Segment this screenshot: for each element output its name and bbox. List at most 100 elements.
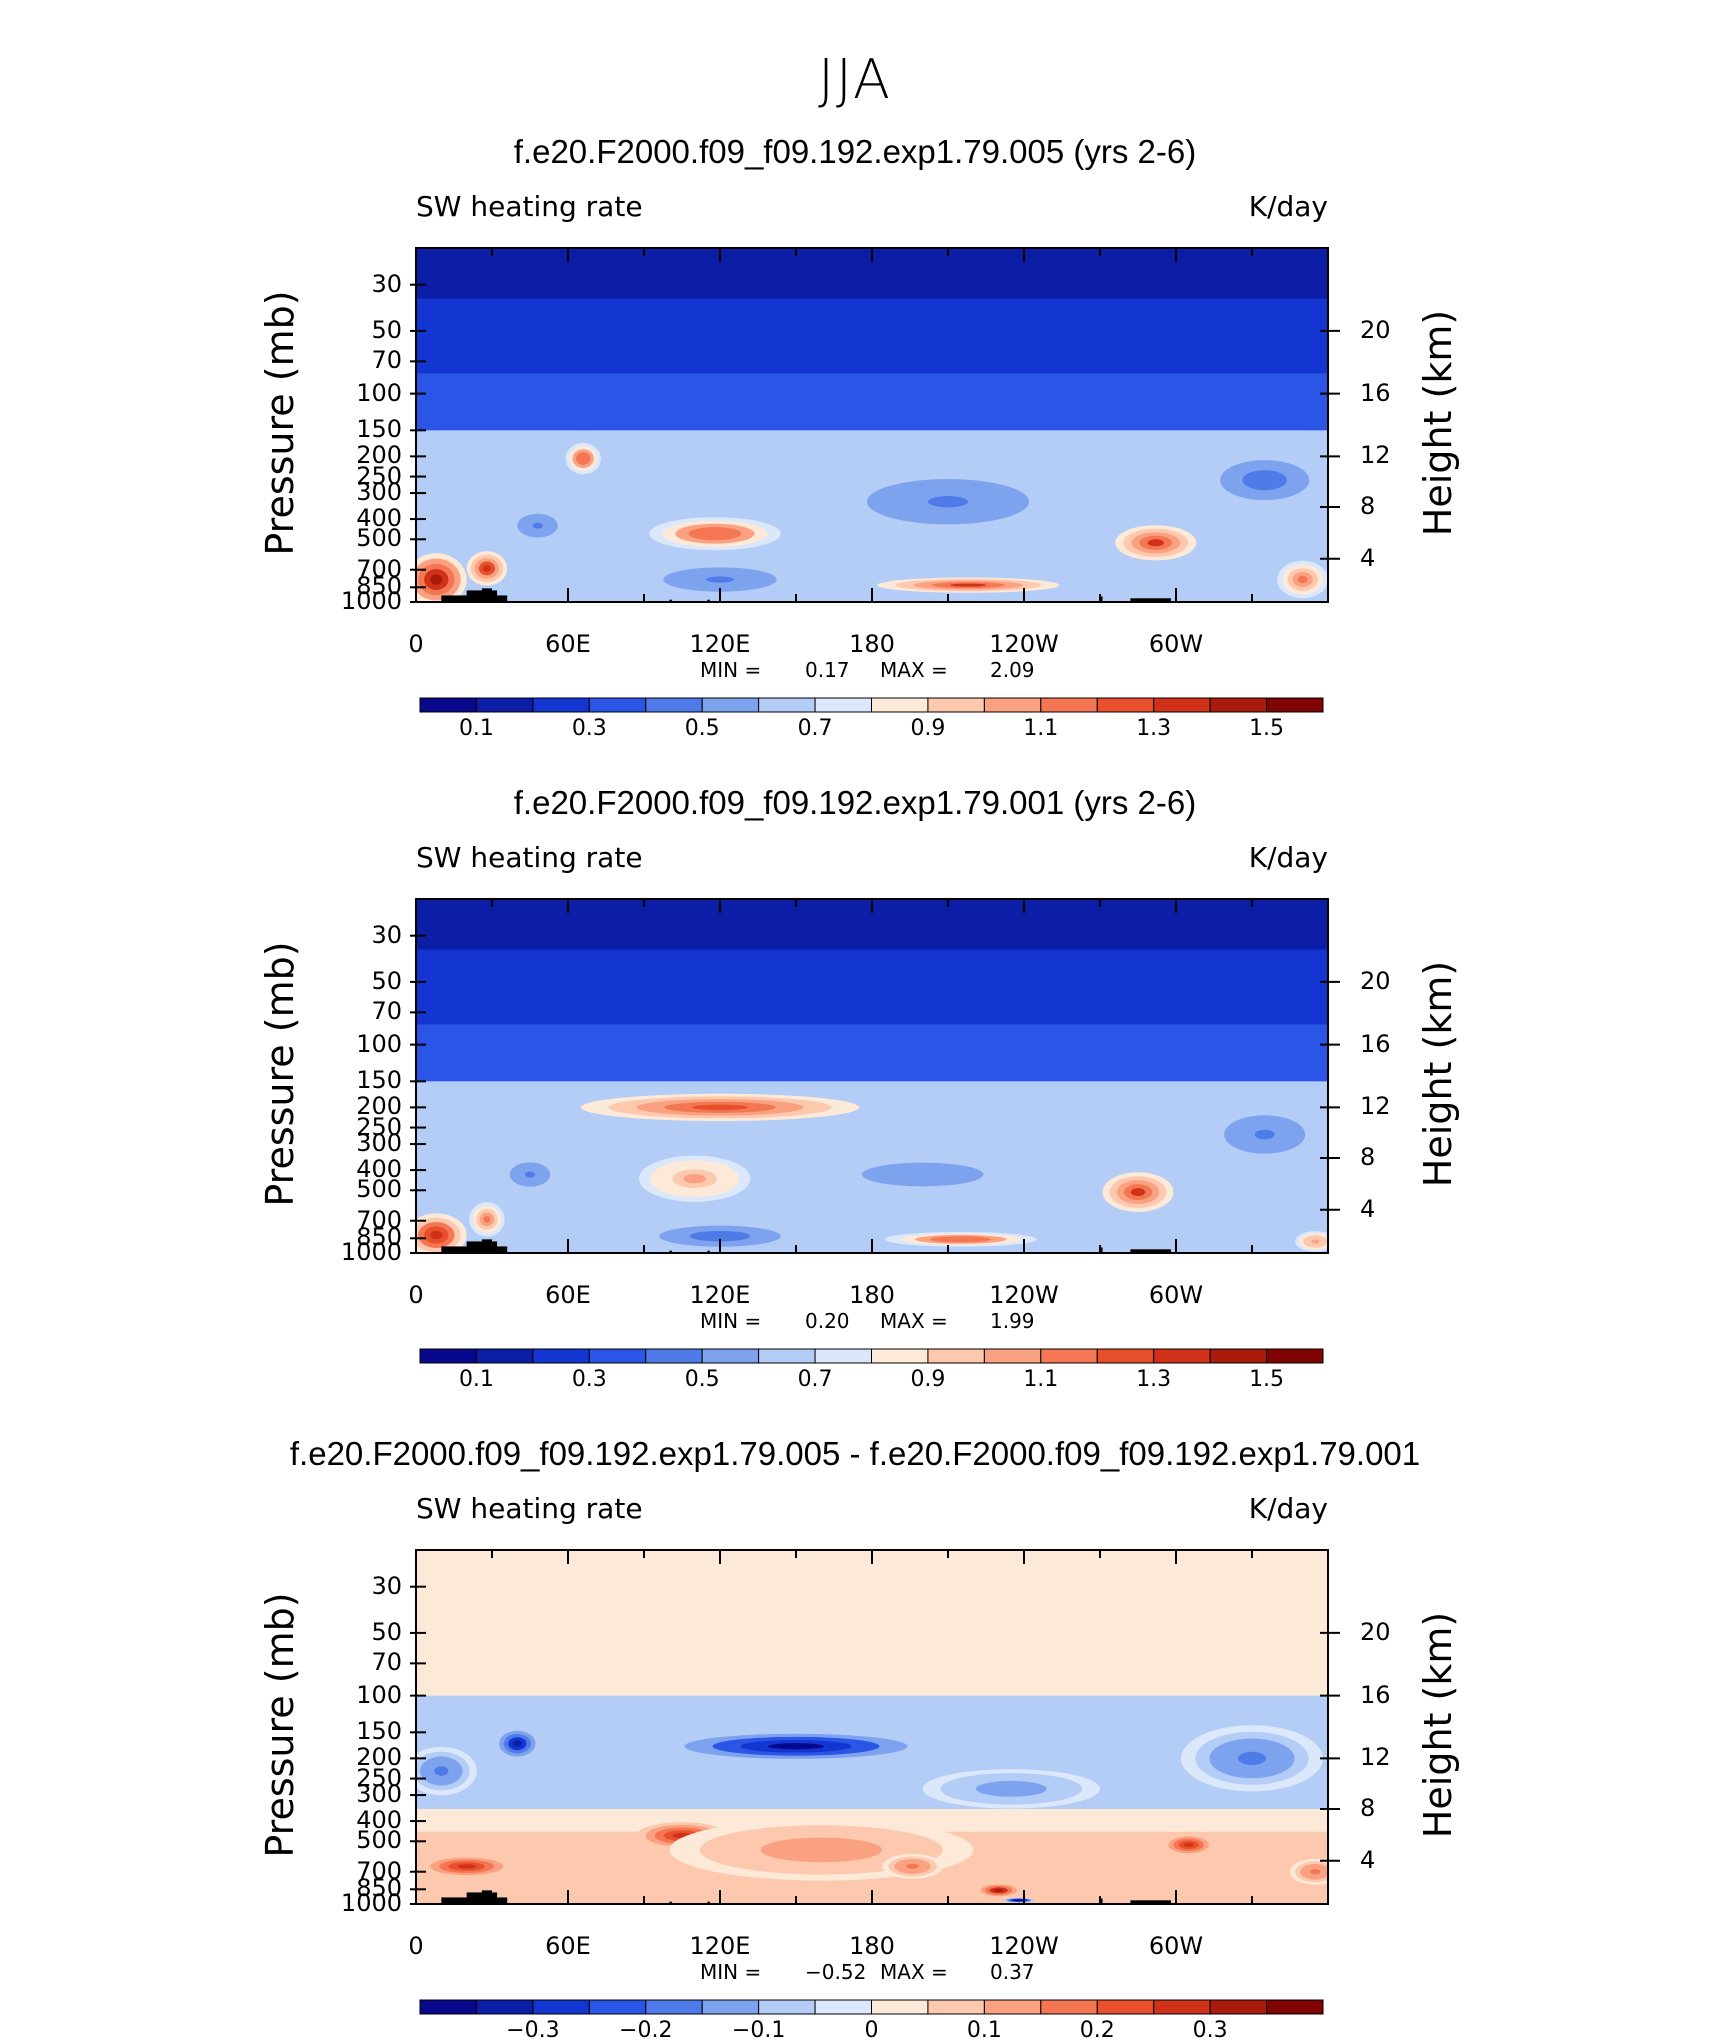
y-tick-right-label: 8: [1360, 1794, 1376, 1822]
left-string: SW heating rate: [416, 190, 643, 223]
y-tick-label: 200: [356, 441, 402, 470]
colorbar: [419, 1348, 1324, 1364]
colorbar-box: [532, 697, 590, 713]
terrain-block: [1130, 1900, 1171, 1904]
colorbar-label: 0.5: [684, 716, 720, 741]
colorbar-box: [927, 1999, 985, 2015]
y-tick-label: 500: [356, 1175, 402, 1204]
colorbar-box: [758, 1999, 816, 2015]
x-tick-label: 120E: [689, 1281, 751, 1309]
y-tick-label: 1000: [340, 1238, 402, 1266]
y-tick-label: 30: [371, 269, 402, 298]
colorbar-box: [1209, 697, 1268, 713]
x-tick-label: 60W: [1148, 630, 1204, 658]
y-tick-label: 700: [356, 554, 402, 583]
terrain-block: [707, 1250, 710, 1253]
y-tick-label: 70: [371, 997, 402, 1026]
x-tick-label: 180: [849, 630, 895, 658]
terrain-block: [1100, 596, 1103, 602]
colorbar-label: −0.1: [731, 2018, 786, 2043]
y-tick-right-label: 20: [1360, 1617, 1391, 1646]
y-tick-label: 700: [356, 1856, 402, 1885]
panel-title: f.e20.F2000.f09_f09.192.exp1.79.005 - f.…: [289, 1435, 1421, 1472]
min-label: MIN =: [700, 658, 762, 682]
max-label: MAX =: [880, 658, 948, 682]
terrain-block: [669, 599, 672, 602]
x-tick-label: 120W: [989, 1281, 1059, 1309]
contour-blob-3: [692, 1104, 748, 1111]
terrain-block: [481, 588, 492, 602]
plot-area: [416, 899, 1328, 1253]
x-tick-label: 0: [408, 1932, 424, 1960]
contour-blob-9: [704, 1233, 736, 1239]
contour-blob-1: [768, 1743, 824, 1750]
y-tick-right-label: 4: [1360, 1194, 1376, 1223]
contour-blob-4: [1237, 1751, 1267, 1765]
colorbar-label: 0.9: [910, 1367, 946, 1392]
colorbar-box: [927, 1348, 985, 1364]
contour-blob-11: [1253, 475, 1276, 486]
y-tick-label: 700: [356, 1205, 402, 1234]
contour-blob-4: [701, 530, 729, 537]
min-value: −0.52: [805, 1960, 867, 1984]
y-tick-right-label: 16: [1360, 1029, 1391, 1058]
x-tick-label: 60W: [1148, 1281, 1204, 1309]
colorbar-box: [532, 1348, 590, 1364]
colorbar-box: [701, 1348, 760, 1364]
contour-blob-9: [906, 1863, 919, 1869]
colorbar-box: [1040, 1999, 1098, 2015]
y-tick-label: 850: [356, 1874, 402, 1903]
y-tick-label: 100: [356, 1680, 402, 1709]
colorbar-label: −0.2: [619, 2018, 673, 2043]
colorbar-box: [871, 1348, 929, 1364]
colorbar-label: 1.1: [1023, 1367, 1059, 1392]
colorbar-box: [1040, 697, 1098, 713]
y-tick-label: 1000: [340, 1889, 402, 1917]
y-tick-label: 200: [356, 1092, 402, 1121]
right-string: K/day: [1248, 841, 1328, 874]
contour-blob-5: [993, 1784, 1030, 1793]
terrain: [441, 1239, 1171, 1253]
contour-blob-10: [994, 1888, 1004, 1892]
plot-area: [416, 1550, 1328, 1904]
chart-panel-1: [410, 247, 1340, 713]
chart-panel-2: [410, 898, 1340, 1364]
contour-blob-1: [430, 574, 443, 585]
colorbar-box: [758, 697, 816, 713]
y-tick-label: 200: [356, 1743, 402, 1772]
colorbar-box: [701, 697, 760, 713]
right-string: K/day: [1248, 1492, 1328, 1525]
colorbar-box: [645, 697, 703, 713]
colorbar-box: [758, 1348, 816, 1364]
colorbar-box: [1096, 697, 1155, 713]
colorbar-box: [475, 1348, 534, 1364]
contour-blob-11: [1254, 1129, 1275, 1140]
max-value: 2.09: [990, 658, 1035, 682]
contour-blob-2: [482, 564, 491, 572]
colorbar-box: [983, 697, 1042, 713]
y-tick-right-label: 12: [1360, 1092, 1391, 1121]
contour-blob-7: [1311, 1239, 1320, 1244]
colorbar-label: 0.9: [910, 716, 946, 741]
contour-blob-1: [430, 1230, 443, 1240]
colorbar-box: [1153, 697, 1211, 713]
contour-blob-5: [945, 1237, 976, 1241]
min-value: 0.17: [805, 658, 850, 682]
colorbar-box: [1266, 697, 1324, 713]
x-tick-label: 180: [849, 1932, 895, 1960]
colorbar-box: [532, 1999, 590, 2015]
colorbar-label: 1.5: [1249, 716, 1285, 741]
colorbar-label: 0.5: [684, 1367, 720, 1392]
max-value: 1.99: [990, 1309, 1035, 1333]
colorbar-label: 1.5: [1249, 1367, 1285, 1392]
colorbar-box: [1266, 1999, 1324, 2015]
colorbar-box: [814, 1348, 872, 1364]
terrain-block: [466, 1241, 498, 1253]
colorbar-box: [475, 1999, 534, 2015]
contour-blob-8: [524, 1171, 536, 1178]
colorbar-label: 1.3: [1136, 716, 1172, 741]
y-tick-label: 150: [356, 415, 402, 444]
x-tick-label: 120E: [689, 1932, 751, 1960]
contour-blob-12: [1183, 1842, 1194, 1847]
